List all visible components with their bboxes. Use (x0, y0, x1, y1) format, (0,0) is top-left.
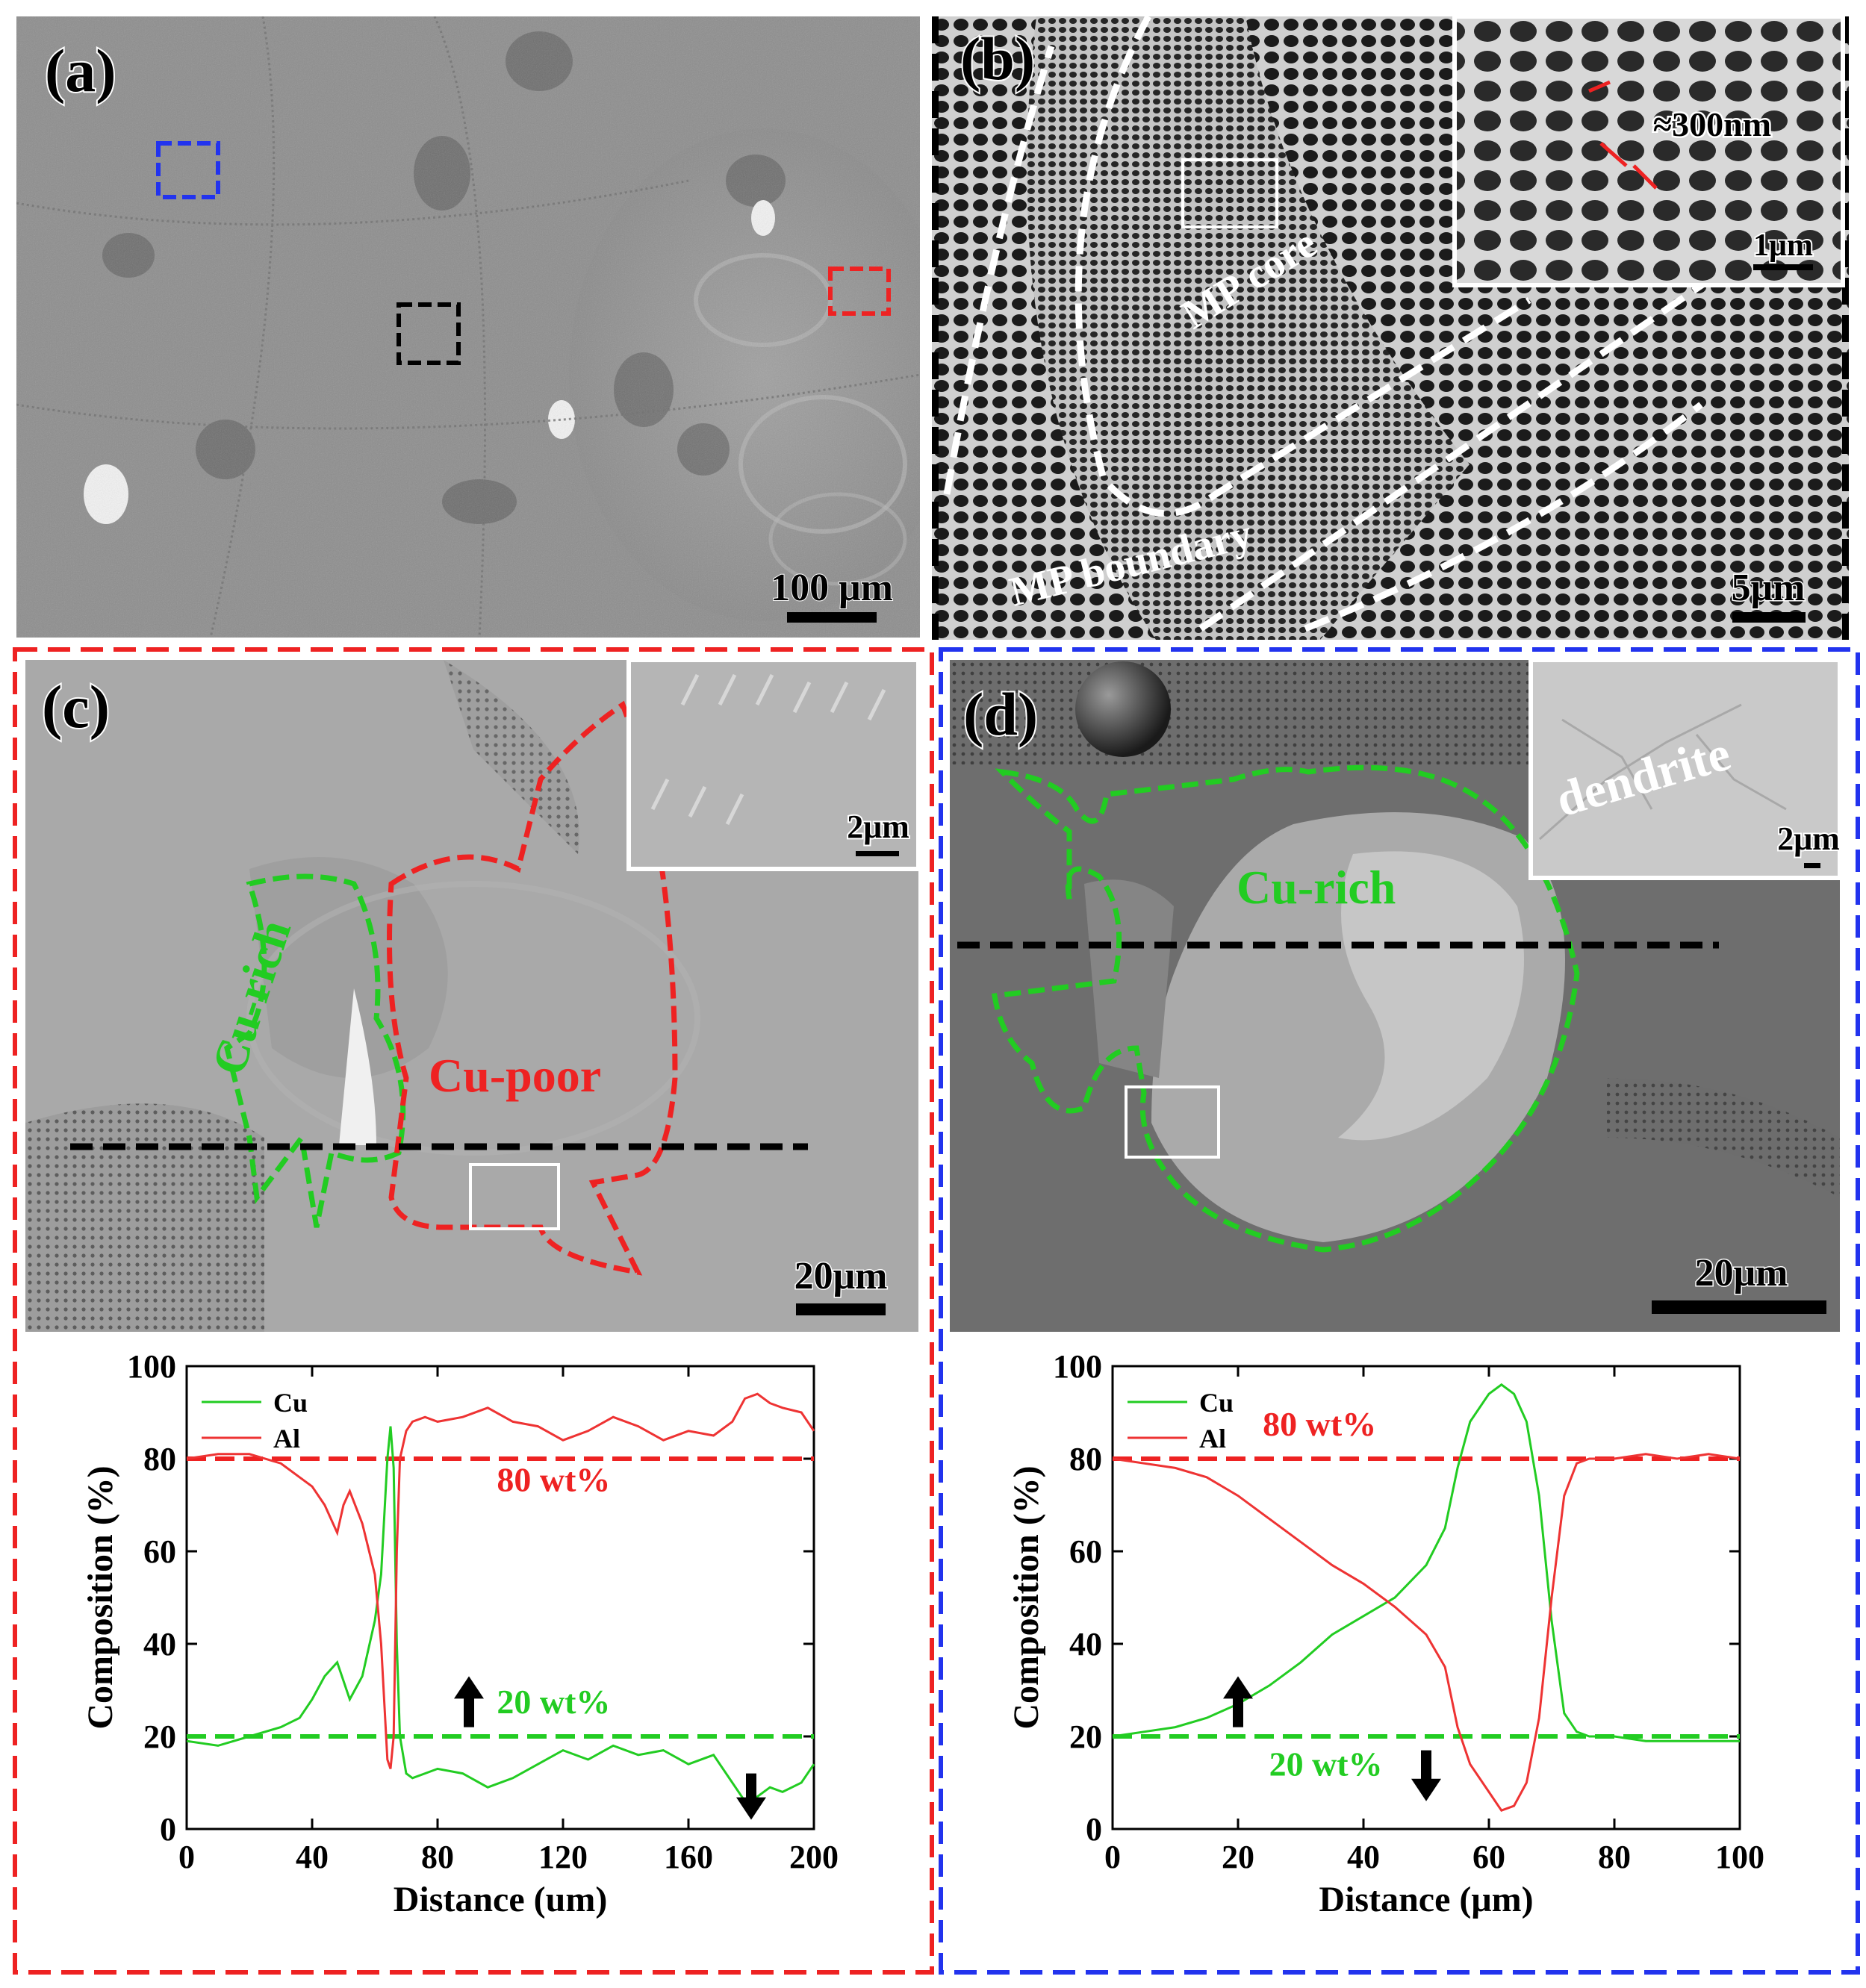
scalebar-d-label: 20μm (1695, 1252, 1788, 1294)
y-tick-label: 0 (160, 1811, 176, 1848)
reference-label-20: 20 wt% (497, 1683, 610, 1721)
decrease-arrow (1421, 1750, 1431, 1783)
decrease-arrow (746, 1773, 756, 1802)
cu-rich-outline-d (991, 764, 1580, 1253)
y-tick-label: 40 (1069, 1626, 1102, 1663)
x-tick-label: 40 (296, 1839, 329, 1875)
x-tick-label: 20 (1222, 1839, 1254, 1875)
cu-poor-outline-c (387, 700, 678, 1276)
series-line-cu (1112, 1383, 1740, 1742)
panel-c-zoom-box (469, 1163, 560, 1230)
scalebar-c-bar (796, 1303, 886, 1315)
scalebar-a-label: 100 μm (771, 567, 893, 609)
x-tick-label: 40 (1347, 1839, 1380, 1875)
x-axis-label: Distance (um) (394, 1880, 608, 1919)
panel-d: dendrite 2μm Cu-rich 20μm (d) (950, 660, 1840, 1332)
panel-c-inset-scalebar-label: 2μm (847, 808, 909, 845)
panel-b: ≈300nm 1μm MP core MP boundary 5μm (b) (932, 16, 1849, 640)
y-tick-label: 80 (1069, 1441, 1102, 1477)
x-tick-label: 0 (178, 1839, 195, 1875)
reference-label-80: 80 wt% (497, 1460, 610, 1498)
panel-c-inset-scalebar-bar (856, 851, 899, 856)
black-region-box (396, 302, 461, 365)
panel-d-inset: dendrite 2μm (1528, 660, 1840, 880)
plot-frame (185, 1365, 815, 1830)
panel-b-micrograph: ≈300nm 1μm MP core MP boundary 5μm (b) (932, 16, 1849, 640)
panel-b-zoom-box (1181, 158, 1278, 228)
region-cu-poor-c: Cu-poor (429, 1049, 601, 1102)
panel-b-inset: ≈300nm 1μm (1452, 16, 1845, 287)
x-tick-label: 0 (1104, 1839, 1121, 1875)
y-tick-label: 80 (143, 1441, 176, 1477)
y-tick-label: 0 (1086, 1811, 1102, 1848)
x-tick-label: 80 (421, 1839, 454, 1875)
y-tick-label: 60 (1069, 1533, 1102, 1570)
legend-label-al: Al (273, 1424, 300, 1453)
panel-a-label: (a) (45, 37, 116, 105)
decrease-arrow-head (1411, 1778, 1441, 1801)
y-axis-label: Composition (%) (81, 1465, 120, 1729)
panel-d-zoom-box (1125, 1085, 1220, 1159)
panel-c-inset: 2μm (626, 660, 918, 871)
spherical-particle (1075, 661, 1171, 757)
panel-b-inset-scalebar-label: 1μm (1753, 228, 1813, 263)
increase-arrow-head (1223, 1676, 1253, 1699)
legend-label-cu: Cu (1199, 1388, 1234, 1418)
panel-d-micrograph: dendrite 2μm Cu-rich 20μm (d) (950, 660, 1840, 1332)
x-tick-label: 160 (664, 1839, 713, 1875)
blue-region-box (156, 141, 220, 199)
y-tick-label: 100 (127, 1348, 176, 1385)
x-tick-label: 80 (1598, 1839, 1631, 1875)
panel-b-inset-annotation: ≈300nm (1653, 105, 1771, 143)
x-tick-label: 200 (789, 1839, 839, 1875)
y-tick-label: 40 (143, 1626, 176, 1663)
scalebar-b-label: 5μm (1732, 567, 1806, 609)
region-cu-rich-d: Cu-rich (1237, 861, 1396, 914)
y-tick-label: 20 (143, 1719, 176, 1755)
series-line-cu (186, 1426, 815, 1803)
panel-d-label: (d) (963, 680, 1038, 748)
scalebar-a-bar (787, 612, 877, 623)
x-tick-label: 60 (1472, 1839, 1505, 1875)
panel-d-inset-scalebar-bar (1804, 863, 1820, 868)
panel-a: 100 μm (a) (16, 16, 920, 638)
increase-arrow (464, 1694, 474, 1727)
x-tick-label: 100 (1715, 1839, 1764, 1875)
increase-arrow (1233, 1694, 1243, 1727)
chart-c: 0 40 80 120 160 200 0 20 40 60 80 100 Distance (um) C… (81, 1348, 839, 1919)
legend-label-cu: Cu (273, 1388, 308, 1418)
x-axis-label: Distance (μm) (1319, 1880, 1533, 1919)
panel-d-inset-scalebar-label: 2μm (1777, 820, 1840, 857)
series-line-al (186, 1392, 815, 1769)
panel-c-label: (c) (42, 673, 110, 741)
panel-a-micrograph: 100 μm (a) (16, 16, 920, 638)
reference-label-80: 80 wt% (1263, 1405, 1376, 1443)
scalebar-b-bar (1732, 612, 1806, 623)
decrease-arrow-head (736, 1797, 766, 1820)
y-tick-label: 20 (1069, 1719, 1102, 1755)
y-axis-label: Composition (%) (1007, 1465, 1046, 1729)
chart-d: 0 20 40 60 80 100 0 20 40 60 80 100 Distance (μm) Com… (1007, 1348, 1764, 1919)
y-tick-label: 60 (143, 1533, 176, 1570)
increase-arrow-head (454, 1676, 484, 1699)
scalebar-d-bar (1652, 1300, 1826, 1314)
panel-c-micrograph: 2μm Cu-rich Cu-poor 20μm (c) (25, 660, 918, 1332)
scalebar-c-label: 20μm (794, 1255, 888, 1297)
panel-c: 2μm Cu-rich Cu-poor 20μm (c) (25, 660, 918, 1332)
panel-b-inset-scalebar-bar (1753, 264, 1813, 270)
red-region-box (828, 267, 891, 316)
legend-label-al: Al (1199, 1424, 1226, 1453)
plot-frame (1111, 1365, 1741, 1830)
reference-label-20: 20 wt% (1269, 1745, 1383, 1783)
series-line-al (1112, 1453, 1741, 1813)
panel-b-label: (b) (960, 25, 1035, 93)
y-tick-label: 100 (1053, 1348, 1102, 1385)
x-tick-label: 120 (538, 1839, 588, 1875)
